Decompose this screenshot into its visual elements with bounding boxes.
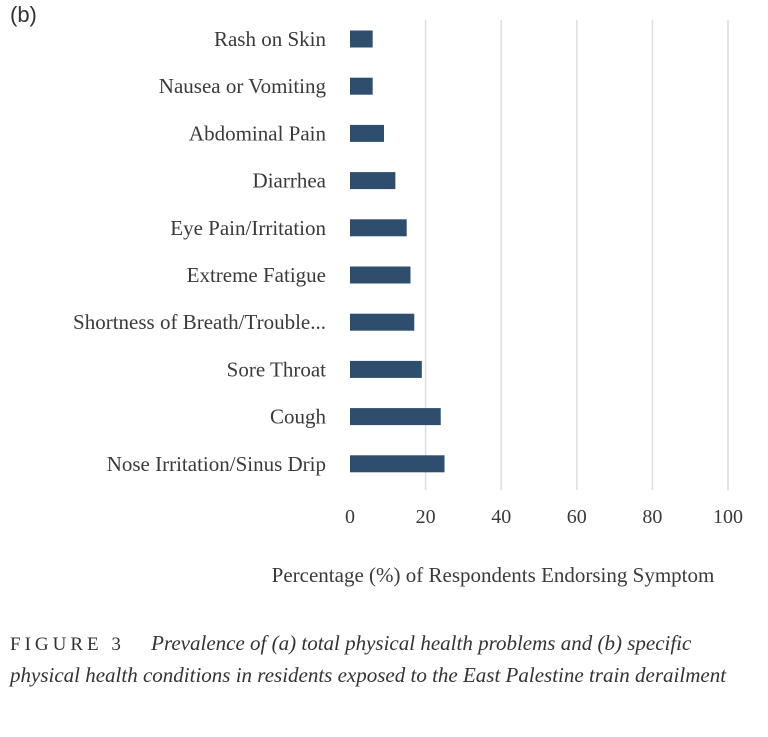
category-label: Cough <box>270 405 327 429</box>
bar <box>350 266 411 284</box>
bar <box>350 30 373 48</box>
category-label: Rash on Skin <box>214 27 327 51</box>
x-tick-label: 40 <box>491 506 511 528</box>
bar <box>350 360 422 378</box>
x-tick-label: 100 <box>713 506 743 528</box>
figure-caption-label: FIGURE 3 <box>10 634 125 655</box>
x-tick-label: 0 <box>345 506 355 528</box>
bar-chart: Rash on Skin Nausea or Vomiting Abdominal … <box>73 20 743 587</box>
bars <box>350 30 445 473</box>
x-tick-label: 80 <box>642 506 662 528</box>
figure-caption-text: Prevalence of (a) total physical health … <box>10 631 727 687</box>
bar <box>350 219 407 237</box>
figure-caption: FIGURE 3 Prevalence of (a) total physica… <box>10 628 762 691</box>
panel-label: (b) <box>10 2 37 27</box>
category-label: Nose Irritation/Sinus Drip <box>107 452 326 476</box>
category-label: Abdominal Pain <box>189 121 327 145</box>
bar <box>350 455 445 473</box>
gridlines <box>424 20 729 490</box>
x-tick-label: 20 <box>416 506 436 528</box>
bar <box>350 124 385 142</box>
x-axis-title: Percentage (%) of Respondents Endorsing … <box>272 563 715 587</box>
category-label: Diarrhea <box>253 169 327 193</box>
category-label: Eye Pain/Irritation <box>170 216 326 240</box>
category-label: Extreme Fatigue <box>187 263 326 287</box>
category-label: Shortness of Breath/Trouble... <box>73 310 326 334</box>
category-labels: Rash on Skin Nausea or Vomiting Abdominal … <box>73 27 327 476</box>
x-tick-label: 60 <box>567 506 587 528</box>
category-label: Nausea or Vomiting <box>159 74 327 98</box>
bar <box>350 77 373 95</box>
bar <box>350 408 441 426</box>
bar <box>350 172 396 190</box>
bar <box>350 313 415 331</box>
x-tick-labels: 0 20 40 60 80 100 <box>345 506 743 528</box>
category-label: Sore Throat <box>227 357 327 381</box>
